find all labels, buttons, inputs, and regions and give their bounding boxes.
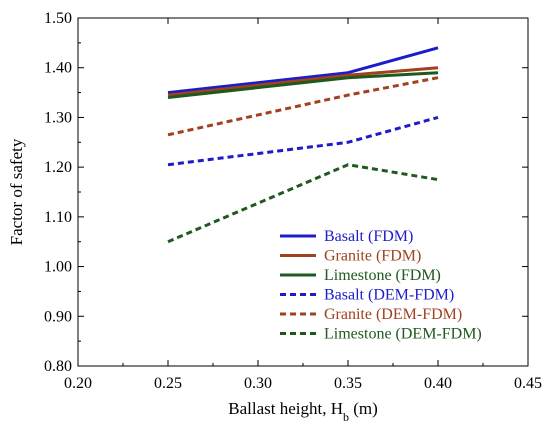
series-line-1 [167, 66, 439, 97]
series-line-5 [167, 163, 439, 244]
y-tick-label: 1.40 [44, 60, 72, 77]
x-axis-title-unit: (m) [349, 399, 378, 418]
y-tick-label: 1.20 [44, 159, 72, 176]
y-tick-label: 1.10 [44, 209, 72, 226]
legend-label: Granite (FDM) [324, 248, 421, 265]
legend-label: Basalt (DEM-FDM) [324, 287, 454, 304]
series-lines [167, 46, 439, 244]
y-tick-label: 0.90 [44, 308, 72, 325]
x-tick-label: 0.35 [334, 375, 362, 392]
legend-label: Limestone (DEM-FDM) [324, 326, 482, 343]
legend-label: Limestone (FDM) [324, 267, 441, 284]
x-axis-title-sub: b [343, 410, 349, 424]
y-axis-title: Factor of safety [7, 138, 26, 245]
legend: Basalt (FDM) Granite (FDM) Limestone (FDM)… [280, 228, 482, 343]
y-tick-label: 1.00 [44, 259, 72, 276]
y-tick-label: 0.80 [44, 358, 72, 375]
legend-label: Basalt (FDM) [324, 228, 413, 245]
series-line-2 [167, 71, 439, 99]
series-line-3 [167, 115, 439, 167]
axis-ticks: 0.20 0.25 0.30 0.35 0.40 0.45 0.80 0.90 1.00 1.10… [44, 10, 542, 392]
x-tick-label: 0.40 [424, 375, 452, 392]
x-tick-label: 0.30 [244, 375, 272, 392]
x-axis-title: Ballast height, Hb (m) [228, 399, 378, 424]
y-tick-label: 1.30 [44, 109, 72, 126]
x-tick-label: 0.25 [154, 375, 182, 392]
series-line-4 [167, 76, 439, 137]
x-axis-title-main: Ballast height, H [228, 399, 343, 418]
series-line-0 [167, 46, 439, 95]
x-tick-label: 0.20 [64, 375, 92, 392]
legend-label: Granite (DEM-FDM) [324, 306, 462, 323]
y-tick-label: 1.50 [44, 10, 72, 27]
x-tick-label: 0.45 [514, 375, 542, 392]
